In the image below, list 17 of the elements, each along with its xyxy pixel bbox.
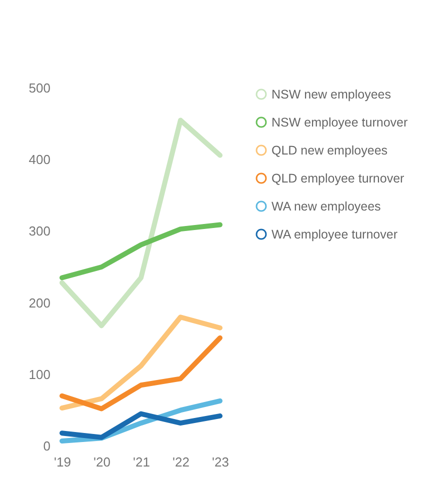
x-tick-label: '22 — [172, 454, 190, 470]
y-tick-label: 200 — [28, 295, 50, 310]
legend-label: NSW employee turnover — [272, 115, 408, 130]
legend-label: WA new employees — [272, 199, 381, 214]
x-tick-label: '21 — [133, 454, 150, 470]
legend-label: WA employee turnover — [272, 227, 398, 242]
y-tick-label: 300 — [28, 224, 50, 239]
x-tick-label: '23 — [212, 454, 229, 470]
legend-label: NSW new employees — [272, 87, 391, 102]
legend-label: QLD employee turnover — [272, 171, 404, 186]
legend-label: QLD new employees — [272, 143, 388, 158]
y-tick-label: 500 — [28, 80, 50, 96]
x-tick-label: '19 — [54, 454, 71, 470]
y-tick-label: 0 — [43, 438, 50, 454]
y-tick-label: 100 — [28, 366, 50, 382]
y-tick-label: 400 — [28, 152, 50, 168]
x-tick-label: '20 — [94, 454, 110, 470]
